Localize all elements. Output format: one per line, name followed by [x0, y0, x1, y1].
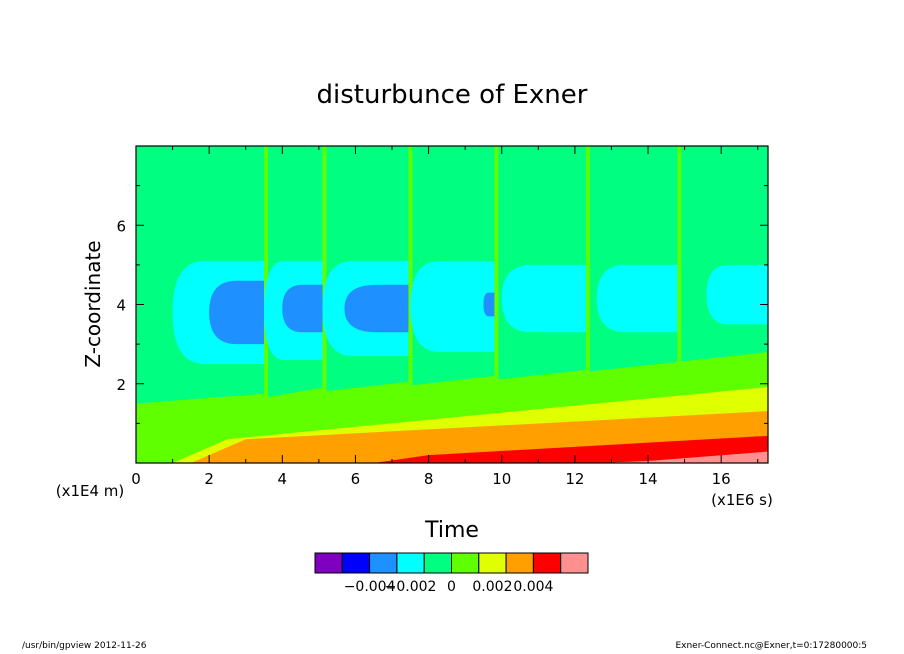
- contour-cyan-lobe: [596, 264, 678, 333]
- y-tick-label: 2: [116, 376, 126, 394]
- colorbar-swatch: [423, 552, 453, 574]
- contour-fills: [136, 146, 768, 463]
- y-tick-label: 6: [116, 217, 126, 235]
- y-tick-label: 4: [116, 297, 126, 315]
- x-tick-label: 10: [492, 470, 511, 488]
- colorbar-swatch: [451, 552, 480, 574]
- x-tick-label: 12: [565, 470, 584, 488]
- colorbar-swatch: [314, 552, 343, 574]
- colorbar-swatch: [505, 552, 534, 574]
- contour-surface-band: [593, 451, 768, 463]
- contour-cyan-lobe: [706, 264, 768, 325]
- colorbar-swatch: [532, 552, 562, 574]
- cycle-boundary-strip: [677, 146, 682, 363]
- contour-blue-lobe: [483, 292, 495, 317]
- colorbar-swatch: [478, 552, 507, 574]
- y-unit-label: (x1E4 m): [56, 482, 125, 500]
- x-axis-label: Time: [424, 518, 479, 543]
- footer-left: /usr/bin/gpview 2012-11-26: [22, 641, 147, 651]
- colorbar: −0.004−0.002 0 0.002 0.004: [314, 552, 589, 595]
- y-axis-label: Z-coordinate: [81, 240, 105, 367]
- contour-blue-lobe: [344, 284, 409, 333]
- cycle-boundary-strip: [494, 146, 499, 381]
- colorbar-label: −0.004: [344, 579, 396, 595]
- colorbar-swatch: [341, 552, 371, 574]
- colorbar-swatch: [560, 552, 589, 574]
- contour-blue-lobe: [209, 280, 265, 345]
- contour-blue-lobe: [282, 284, 323, 333]
- contour-cyan-lobe: [501, 264, 586, 333]
- x-unit-label: (x1E6 s): [711, 491, 773, 509]
- x-tick-label: 16: [712, 470, 731, 488]
- cycle-boundary-strip: [408, 146, 413, 387]
- cycle-boundary-strip: [264, 146, 269, 399]
- x-tick-label: 6: [351, 470, 361, 488]
- cycle-boundary-strip: [322, 146, 327, 393]
- x-tick-label: 2: [204, 470, 214, 488]
- colorbar-label: 0.004: [513, 579, 553, 595]
- x-tick-label: 14: [638, 470, 657, 488]
- colorbar-swatch: [369, 552, 398, 574]
- contour-cyan-lobe: [410, 260, 495, 353]
- colorbar-label: −0.002: [385, 579, 437, 595]
- axes: 0 2 4 6 8 10 12 14 16 2 4 6: [116, 145, 769, 488]
- footer-right: Exner-Connect.nc@Exner,t=0:17280000:5: [675, 641, 867, 651]
- chart-title: disturbunce of Exner: [317, 80, 588, 110]
- x-tick-label: 0: [131, 470, 141, 488]
- colorbar-label: 0.002: [472, 579, 512, 595]
- plot-area: [136, 146, 768, 463]
- colorbar-swatch: [396, 552, 425, 574]
- x-tick-label: 8: [424, 470, 434, 488]
- x-tick-label: 4: [278, 470, 288, 488]
- colorbar-label: 0: [447, 579, 456, 595]
- contour-surface-band: [373, 435, 768, 463]
- cycle-boundary-strip: [585, 146, 590, 373]
